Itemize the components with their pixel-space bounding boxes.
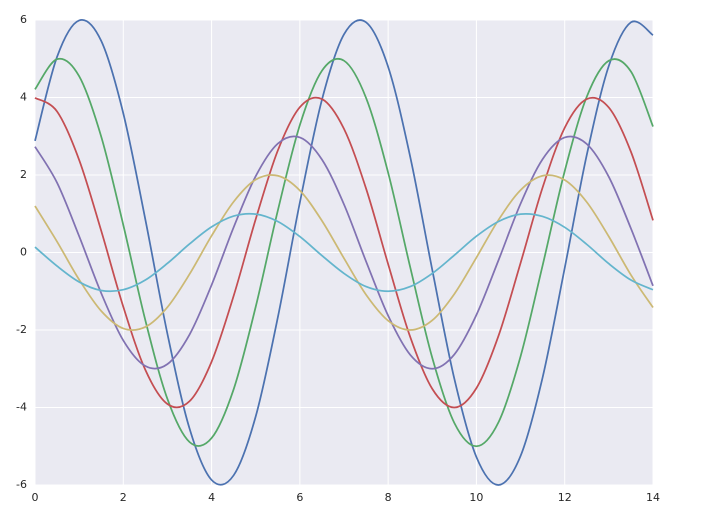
x-tick-label: 8 bbox=[385, 491, 392, 504]
y-tick-label: -4 bbox=[16, 401, 27, 414]
line-series bbox=[34, 19, 654, 486]
y-tick-label: 4 bbox=[20, 91, 27, 104]
x-tick-label: 10 bbox=[469, 491, 483, 504]
line-series bbox=[34, 57, 654, 448]
y-tick-label: -6 bbox=[16, 478, 27, 491]
y-tick-label: 2 bbox=[20, 168, 27, 181]
y-tick-label: 6 bbox=[20, 13, 27, 26]
y-tick-label: 0 bbox=[20, 246, 27, 259]
x-tick-label: 14 bbox=[646, 491, 660, 504]
x-tick-label: 4 bbox=[208, 491, 215, 504]
y-tick-label: -2 bbox=[16, 323, 27, 336]
x-tick-label: 2 bbox=[120, 491, 127, 504]
x-tick-label: 6 bbox=[296, 491, 303, 504]
x-tick-label: 12 bbox=[558, 491, 572, 504]
line-series bbox=[34, 135, 654, 370]
line-series bbox=[34, 174, 654, 331]
x-tick-label: 0 bbox=[32, 491, 39, 504]
line-series bbox=[34, 212, 654, 293]
